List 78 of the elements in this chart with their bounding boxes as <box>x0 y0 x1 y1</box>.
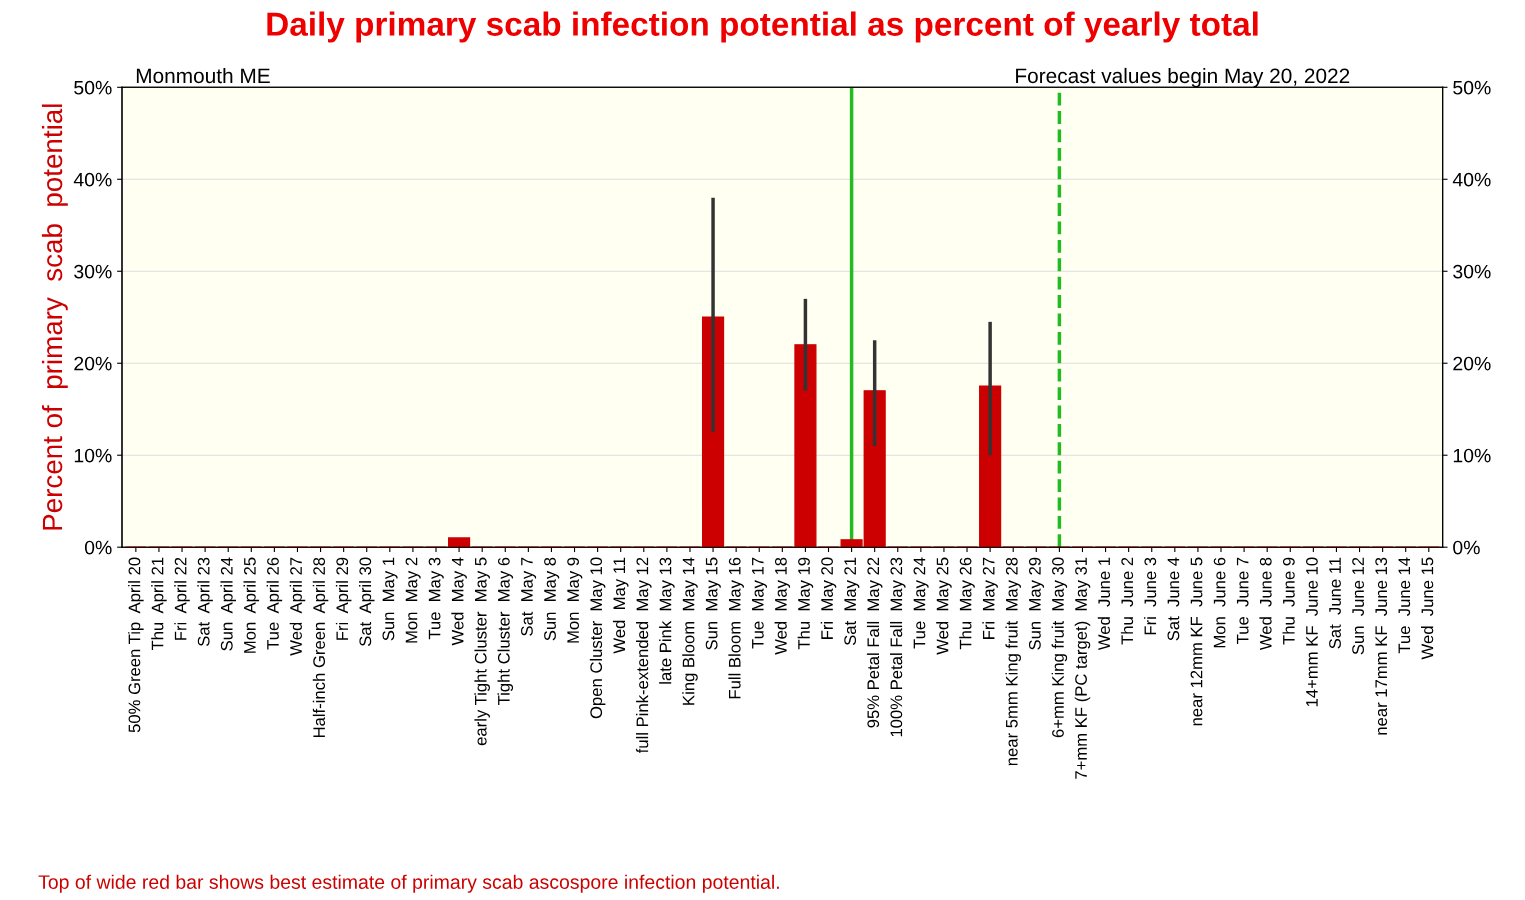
x-tick-label: Sun June 12 <box>1352 557 1365 655</box>
y2-tick-label: 10% <box>1453 448 1491 463</box>
x-tick-label: Wed May 4 <box>451 557 467 646</box>
x-tick-label: Tue June 14 <box>1398 557 1411 654</box>
x-tick-label: Sat June 11 <box>1329 557 1341 649</box>
x-tick-label: Wed June 1 <box>1097 557 1111 651</box>
y-axis-title: Percent of primary scab potential <box>41 104 68 530</box>
y2-tick-label: 30% <box>1453 264 1491 279</box>
x-tick-label: Wed June 15 <box>1421 557 1434 660</box>
bar <box>794 344 817 548</box>
x-tick-label: Fri May 27 <box>982 557 998 639</box>
y-tick-label: 50% <box>74 80 112 95</box>
x-tick-label: Tue May 24 <box>913 557 929 649</box>
x-tick-label: 6+mm King fruit May 30 <box>1051 557 1068 738</box>
x-tick-label: Fri June 3 <box>1143 557 1157 635</box>
x-tick-label: Wed May 18 <box>774 557 791 655</box>
x-tick-label: Sat May 7 <box>521 557 537 636</box>
x-tick-label: Sat May 21 <box>844 557 860 646</box>
x-tick-label: Tight Cluster May 6 <box>497 557 514 706</box>
x-tick-label: Thu June 2 <box>1120 557 1134 645</box>
x-tick-label: Sun May 1 <box>382 557 398 641</box>
text: Forecast values begin May 20, 2022 <box>1016 67 1350 88</box>
x-tick-label: Wed May 11 <box>612 557 629 654</box>
x-tick-label: Full Bloom May 16 <box>728 557 744 699</box>
x-tick-label: 95% Petal Fall May 22 <box>866 557 883 728</box>
y-tick-label: 20% <box>74 356 112 371</box>
text: Top of wide red bar shows best estimate of primary scab ascospore infection potential. <box>38 874 779 893</box>
x-tick-label: Wed May 25 <box>936 557 952 655</box>
x-tick-label: Fri April 29 <box>335 557 352 640</box>
x-tick-label: King Bloom May 14 <box>682 557 698 705</box>
x-tick-label: early Tight Cluster May 5 <box>474 557 490 746</box>
x-tick-label: Sun May 8 <box>544 557 560 641</box>
x-tick-label: Half-inch Green April 28 <box>312 557 329 738</box>
x-tick-label: Sun May 15 <box>705 557 721 650</box>
x-tick-label: Wed June 8 <box>1259 557 1272 651</box>
x-tick-label: Thu May 19 <box>797 557 814 650</box>
x-tick-label: Sun April 24 <box>220 557 236 651</box>
x-tick-label: Tue June 7 <box>1236 557 1249 644</box>
x-tick-label: Mon May 2 <box>405 557 421 643</box>
y2-tick-label: 40% <box>1452 172 1491 187</box>
y-tick-label: 30% <box>74 264 112 279</box>
bar <box>701 316 725 548</box>
bar <box>448 537 471 548</box>
y2-tick-label: 0% <box>1453 540 1480 555</box>
x-tick-label: Open Cluster May 10 <box>589 557 606 719</box>
x-tick-label: Mon April 25 <box>243 557 260 653</box>
x-tick-label: Thu May 26 <box>959 557 975 650</box>
x-tick-label: Tue May 17 <box>752 557 767 649</box>
x-tick-label: Tue May 3 <box>428 557 444 640</box>
x-tick-label: 50% Green Tip April 20 <box>128 557 144 733</box>
y-tick-label: 40% <box>73 172 112 187</box>
y2-tick-label: 20% <box>1453 356 1491 371</box>
x-tick-label: Tue April 26 <box>266 557 283 650</box>
x-tick-label: Sat June 4 <box>1167 557 1180 641</box>
y-tick-label: 10% <box>74 448 112 463</box>
x-tick-label: 7+mm KF (PC target) May 31 <box>1074 557 1091 779</box>
x-tick-label: 14+mm KF June 10 <box>1306 557 1318 707</box>
y2-tick-label: 50% <box>1453 80 1491 95</box>
x-tick-label: near 17mm KF June 13 <box>1375 557 1388 735</box>
x-tick-label: Sat April 30 <box>358 557 375 647</box>
x-tick-label: Fri April 22 <box>174 557 190 640</box>
x-tick-label: Sun May 29 <box>1028 557 1045 650</box>
chart-title: Daily primary scab infection potential as percent of yearly total <box>267 11 1258 43</box>
bar <box>979 385 1002 548</box>
x-tick-label: near 12mm KF June 5 <box>1190 557 1203 726</box>
text: Monmouth ME <box>136 67 270 84</box>
x-tick-label: Wed April 27 <box>289 557 306 656</box>
y-tick-label: 0% <box>84 540 112 555</box>
x-tick-label: Mon June 6 <box>1213 557 1226 648</box>
x-tick-label: Thu April 21 <box>151 557 167 651</box>
x-tick-label: full Pink-extended May 12 <box>636 557 652 754</box>
x-tick-label: 100% Petal Fall May 23 <box>890 557 906 737</box>
x-tick-label: late Pink May 13 <box>659 557 675 684</box>
x-tick-label: Mon May 9 <box>567 557 583 643</box>
x-tick-label: near 5mm King fruit May 28 <box>1005 557 1021 766</box>
x-tick-label: Thu June 9 <box>1282 557 1295 645</box>
x-tick-label: Sat April 23 <box>197 557 213 647</box>
x-tick-label: Fri May 20 <box>820 557 837 639</box>
